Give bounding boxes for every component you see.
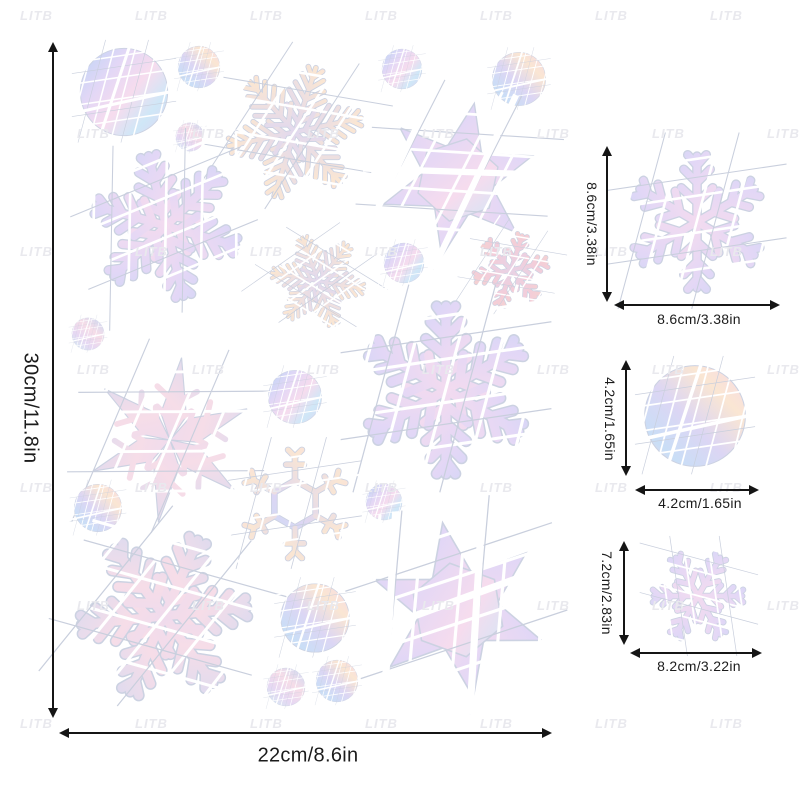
detail-circle [630,356,755,476]
sticker-circle-small [378,239,428,287]
snowflake-large-height-label: 8.6cm/3.38in [584,182,600,266]
circle-width-label: 4.2cm/1.65in [658,495,742,511]
sticker-circle-large-topleft [67,40,176,144]
snowflake-large-width-label: 8.6cm/3.38in [657,311,741,327]
sheet-height-label: 30cm/11.8in [19,352,42,464]
sheet-width-arrow [59,728,552,738]
sticker-circle-medium [271,577,356,659]
sticker-circle-small [172,42,224,92]
sheet-height-arrow [48,42,58,718]
snowflake-large-height-arrow [602,146,612,302]
sticker-circle-small [310,656,362,706]
sticker-snowflake-chunky-bottomright [324,485,583,736]
circle-height-label: 4.2cm/1.65in [602,377,618,461]
circle-width-arrow [635,485,759,495]
snowflake-small-width-arrow [630,648,762,658]
sticker-snowflake-large-midright [331,285,551,496]
detail-snowflake-small [638,531,758,656]
detail-snowflake-large [600,132,787,311]
sticker-circle-small [67,315,107,354]
snowflake-large-width-arrow [614,300,780,310]
sticker-circle-small [261,664,308,709]
sticker-circle-medium [260,365,326,428]
snowflake-small-width-label: 8.2cm/3.22in [657,658,741,674]
sheet-width-label: 22cm/8.6in [257,744,359,767]
snowflake-small-height-label: 7.2cm/2.83in [599,551,615,635]
snowflake-small-height-arrow [619,541,629,645]
circle-height-arrow [621,360,631,476]
